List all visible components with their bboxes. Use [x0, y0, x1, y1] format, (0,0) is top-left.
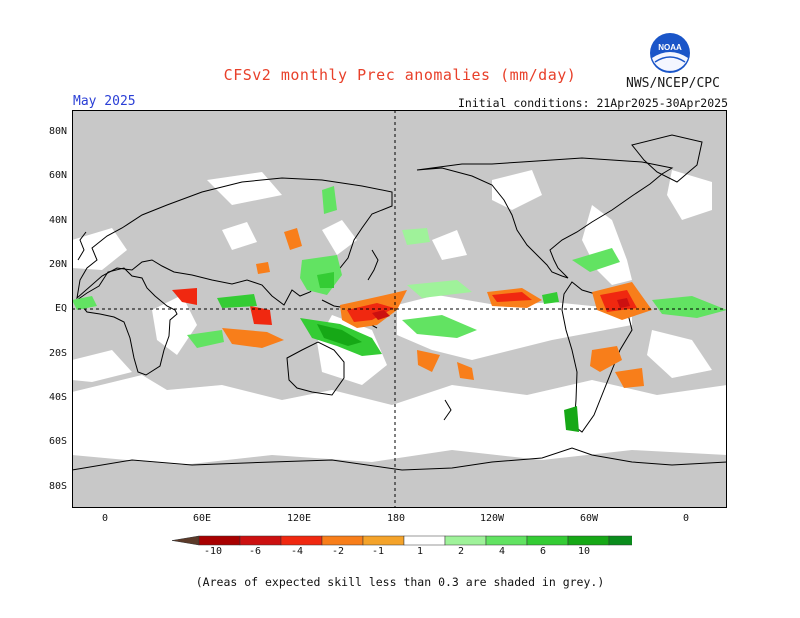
colorbar-label: 4: [498, 546, 506, 557]
colorbar-swatch: [321, 535, 364, 546]
wet-anomaly-patches: [72, 186, 727, 432]
lon-label: 120W: [479, 513, 505, 524]
colorbar-swatch: [485, 535, 528, 546]
lat-label: 60N: [48, 170, 67, 181]
colorbar-label: -10: [203, 546, 223, 557]
lon-label: 180: [386, 513, 406, 524]
lat-label: 60S: [48, 436, 67, 447]
colorbar-swatch: [403, 535, 446, 546]
lat-label: 20N: [48, 259, 67, 270]
lon-label: 0: [101, 513, 109, 524]
colorbar-label: -4: [290, 546, 304, 557]
colorbar-label: 1: [416, 546, 424, 557]
colorbar-swatch: [444, 535, 487, 546]
colorbar-arrow-low: [172, 535, 200, 546]
colorbar-swatch: [362, 535, 405, 546]
dry-anomaly-patches: [172, 228, 652, 388]
colorbar-swatch: [526, 535, 569, 546]
precip-anomaly-map: [72, 110, 727, 508]
colorbar: [172, 535, 632, 546]
lat-label: 20S: [48, 348, 67, 359]
organization-label: NWS/NCEP/CPC: [626, 76, 720, 91]
lon-label: 0: [682, 513, 690, 524]
map-frame: [72, 110, 727, 508]
lat-label: EQ: [54, 303, 67, 314]
lon-label: 60E: [192, 513, 212, 524]
lon-label: 60W: [579, 513, 599, 524]
skill-footnote: (Areas of expected skill less than 0.3 a…: [195, 575, 605, 589]
lon-label: 120E: [286, 513, 312, 524]
lat-label: 80N: [48, 126, 67, 137]
colorbar-label: -6: [248, 546, 262, 557]
colorbar-swatch: [239, 535, 282, 546]
colorbar-label: -1: [371, 546, 385, 557]
colorbar-swatch: [280, 535, 323, 546]
forecast-month: May 2025: [73, 94, 136, 109]
colorbar-swatch: [608, 535, 632, 546]
skill-white-areas: [72, 170, 727, 465]
noaa-logo: NOAA: [649, 32, 691, 74]
colorbar-label: -2: [331, 546, 345, 557]
lat-label: 80S: [48, 481, 67, 492]
map-title: CFSv2 monthly Prec anomalies (mm/day): [223, 66, 577, 84]
svg-text:NOAA: NOAA: [658, 43, 682, 52]
lat-label: 40N: [48, 215, 67, 226]
initial-conditions: Initial conditions: 21Apr2025-30Apr2025: [457, 96, 728, 110]
colorbar-label: 6: [539, 546, 547, 557]
colorbar-swatch: [567, 535, 610, 546]
lat-label: 40S: [48, 392, 67, 403]
colorbar-label: 10: [577, 546, 591, 557]
colorbar-label: 2: [457, 546, 465, 557]
colorbar-swatch: [198, 535, 241, 546]
